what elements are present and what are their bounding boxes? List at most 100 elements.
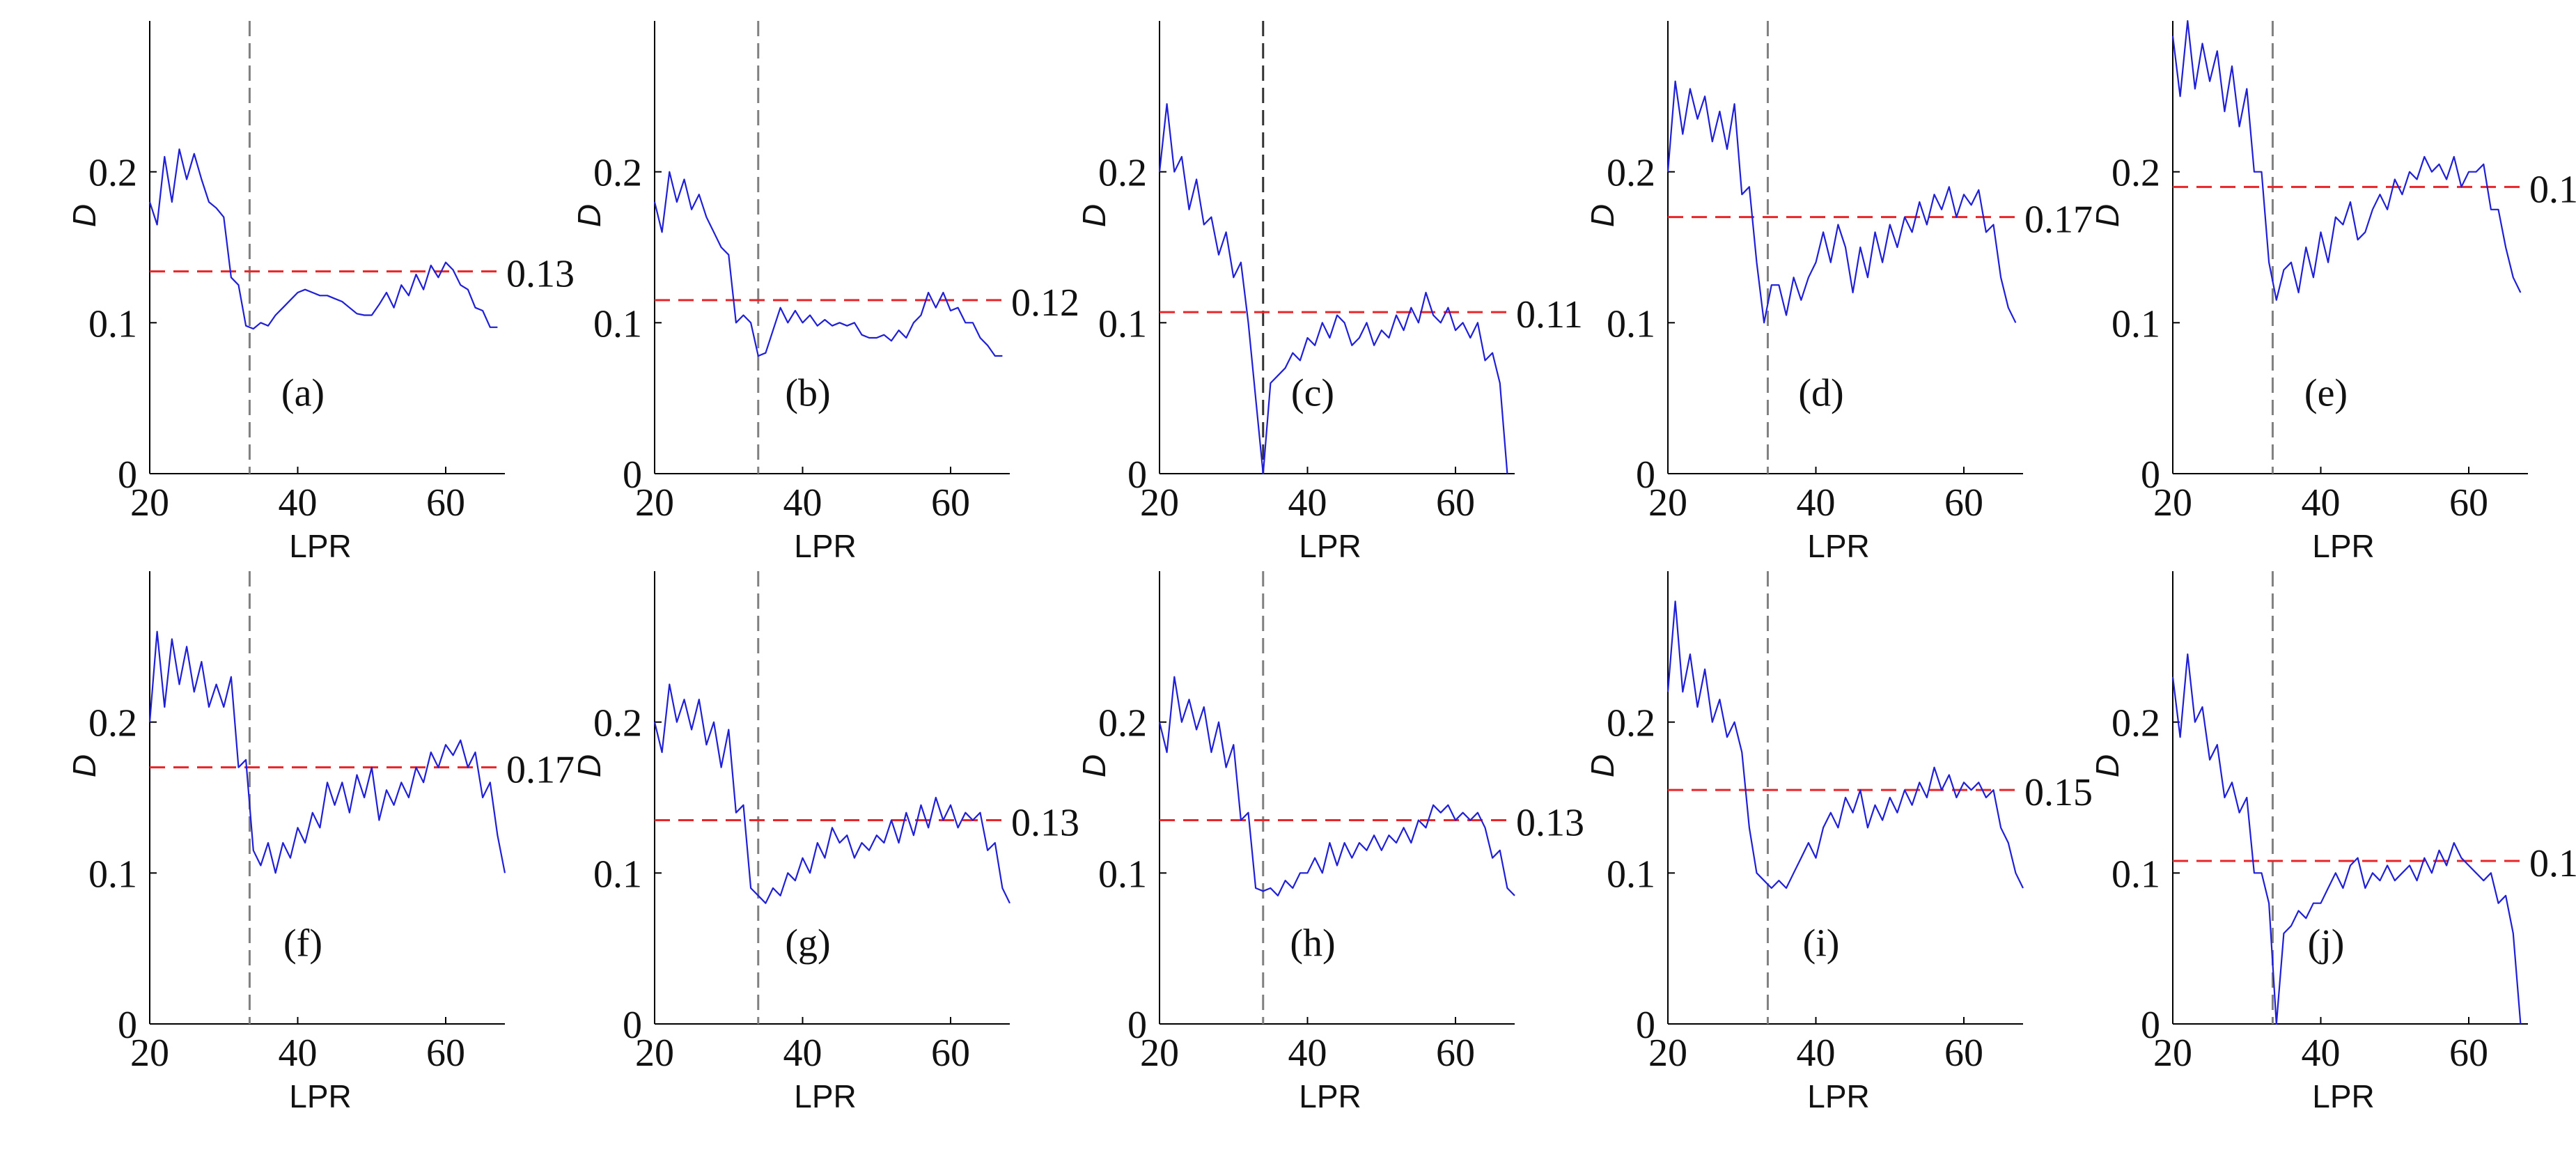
panel-label: (c) (1291, 372, 1334, 415)
panel-label: (j) (2308, 922, 2345, 965)
y-axis-label: D (1584, 204, 1621, 227)
y-axis-label: D (571, 754, 607, 777)
y-tick-label: 0.2 (88, 152, 137, 195)
panel-label: (e) (2304, 372, 2348, 415)
y-tick-label: 0.2 (2111, 702, 2160, 745)
data-series-line (1158, 676, 1515, 896)
x-tick-label: 20 (1648, 481, 1687, 525)
chart-panel-g: 0 0.1 0.2 20 40 60 LPR D 0.13 (g) (571, 571, 1079, 1114)
x-axis-label: LPR (1807, 1078, 1869, 1114)
x-tick-label: 20 (1140, 481, 1179, 525)
y-tick-label: 0 (1127, 453, 1147, 497)
panel-label: (a) (281, 372, 325, 415)
x-tick-label: 60 (426, 1032, 465, 1075)
x-axis-label: LPR (794, 1078, 856, 1114)
y-tick-label: 0 (2141, 1004, 2160, 1047)
threshold-label: 0.17 (506, 749, 575, 792)
x-tick-label: 20 (635, 1032, 674, 1075)
x-tick-label: 40 (1288, 1032, 1327, 1075)
y-tick-label: 0 (118, 1004, 137, 1047)
y-tick-label: 0.2 (593, 152, 642, 195)
y-tick-label: 0 (1127, 1004, 1147, 1047)
data-series-line (148, 630, 506, 874)
data-series-line (2171, 653, 2522, 1025)
y-tick-label: 0.2 (2111, 152, 2160, 195)
x-tick-label: 60 (1436, 1032, 1475, 1075)
x-tick-label: 40 (1288, 481, 1327, 525)
chart-panel-c: 0 0.1 0.2 20 40 60 LPR D 0.11 (c) (1076, 21, 1583, 564)
y-tick-label: 0 (2141, 453, 2160, 497)
panel-label: (d) (1798, 372, 1843, 415)
threshold-label: 0.11 (1516, 293, 1583, 336)
y-axis-label: D (2089, 754, 2125, 777)
panel-label: (g) (785, 922, 830, 965)
y-tick-label: 0.1 (2111, 853, 2160, 896)
x-tick-label: 60 (931, 1032, 970, 1075)
x-tick-label: 60 (1436, 481, 1475, 525)
y-tick-label: 0 (1636, 453, 1655, 497)
threshold-label: 0.12 (1011, 281, 1079, 325)
x-tick-label: 40 (279, 481, 318, 525)
y-tick-label: 0.2 (1098, 152, 1147, 195)
x-axis-label: LPR (2312, 528, 2374, 564)
chart-panel-h: 0 0.1 0.2 20 40 60 LPR D 0.13 (h) (1076, 571, 1584, 1114)
data-series-line (2171, 20, 2522, 301)
x-tick-label: 60 (1944, 481, 1983, 525)
chart-panel-j: 0 0.1 0.2 20 40 60 LPR D 0.11 (j) (2089, 571, 2576, 1114)
x-tick-label: 60 (2449, 1032, 2488, 1075)
x-tick-label: 60 (1944, 1032, 1983, 1075)
threshold-label: 0.13 (1516, 802, 1584, 845)
data-series-line (653, 171, 1003, 357)
x-tick-label: 40 (1797, 1032, 1836, 1075)
y-tick-label: 0.1 (593, 853, 642, 896)
x-tick-label: 60 (2449, 481, 2488, 525)
x-axis-label: LPR (289, 528, 351, 564)
chart-panel-e: 0 0.1 0.2 20 40 60 LPR D 0.19 (e) (2089, 20, 2576, 564)
threshold-label: 0.11 (2529, 842, 2576, 885)
y-tick-label: 0.1 (1098, 302, 1147, 345)
x-axis-label: LPR (794, 528, 856, 564)
x-tick-label: 60 (426, 481, 465, 525)
panel-label: (b) (785, 372, 830, 415)
x-tick-label: 20 (130, 481, 169, 525)
y-tick-label: 0.1 (88, 853, 137, 896)
chart-panel-b: 0 0.1 0.2 20 40 60 LPR D 0.12 (b) (571, 21, 1079, 564)
threshold-label: 0.13 (506, 253, 575, 296)
x-tick-label: 40 (279, 1032, 318, 1075)
chart-panel-a: 0 0.1 0.2 20 40 60 LPR D 0.13 (a) (66, 21, 575, 564)
panel-label: (i) (1803, 922, 1840, 965)
x-tick-label: 40 (2302, 481, 2341, 525)
y-tick-label: 0.2 (1098, 702, 1147, 745)
threshold-label: 0.19 (2529, 168, 2576, 211)
x-axis-label: LPR (1807, 528, 1869, 564)
x-axis-label: LPR (1299, 528, 1361, 564)
chart-panel-d: 0 0.1 0.2 20 40 60 LPR D 0.17 (d) (1584, 21, 2093, 564)
y-tick-label: 0.1 (1607, 853, 1655, 896)
y-tick-label: 0.1 (1098, 853, 1147, 896)
y-tick-label: 0 (1636, 1004, 1655, 1047)
threshold-label: 0.17 (2024, 199, 2093, 242)
x-tick-label: 40 (1797, 481, 1836, 525)
threshold-label: 0.13 (1011, 802, 1079, 845)
y-tick-label: 0.2 (593, 702, 642, 745)
x-axis-label: LPR (1299, 1078, 1361, 1114)
x-tick-label: 20 (1648, 1032, 1687, 1075)
x-tick-label: 20 (130, 1032, 169, 1075)
x-axis-label: LPR (2312, 1078, 2374, 1114)
x-tick-label: 60 (931, 481, 970, 525)
x-tick-label: 20 (2153, 1032, 2192, 1075)
x-tick-label: 20 (1140, 1032, 1179, 1075)
panel-label: (f) (283, 922, 322, 965)
y-axis-label: D (571, 204, 607, 227)
data-series-line (148, 148, 498, 330)
y-axis-label: D (66, 754, 102, 777)
y-tick-label: 0.1 (1607, 302, 1655, 345)
x-tick-label: 20 (635, 481, 674, 525)
x-tick-label: 40 (2302, 1032, 2341, 1075)
data-series-line (653, 683, 1010, 904)
y-tick-label: 0 (623, 1004, 642, 1047)
data-series-line (1666, 80, 2017, 324)
y-axis-label: D (1076, 754, 1112, 777)
x-axis-label: LPR (289, 1078, 351, 1114)
